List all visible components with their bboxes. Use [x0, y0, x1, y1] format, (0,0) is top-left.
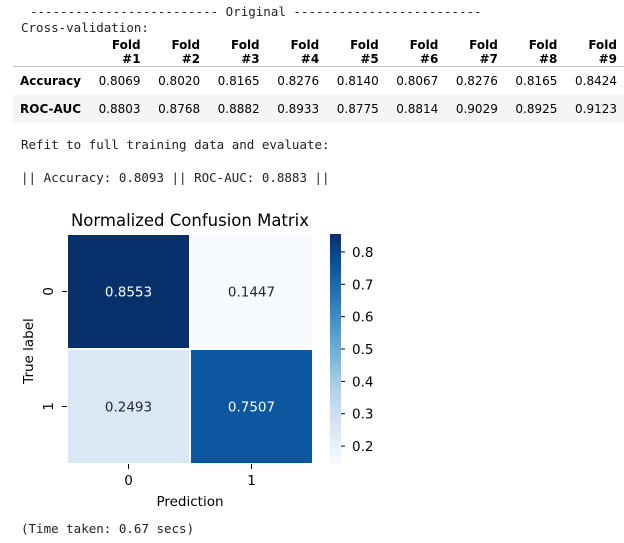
table-cell: 0.8020 — [158, 74, 201, 88]
table-cell: 0.8925 — [515, 102, 558, 116]
colorbar: 0.2 0.3 0.4 0.5 0.6 0.7 0.8 — [330, 234, 373, 464]
table-cell: 0.8165 — [217, 74, 260, 88]
x-tick-label: 1 — [247, 473, 256, 489]
colorbar-tick-label: 0.7 — [352, 277, 373, 293]
column-header: Fold #3 — [207, 38, 267, 67]
refit-label: Refit to full training data and evaluate… — [21, 137, 330, 152]
table-row-roc-auc: ROC-AUC 0.8803 0.8768 0.8882 0.8933 0.87… — [13, 95, 624, 123]
heatmap-cell-label: 0.8553 — [105, 285, 152, 301]
table-cell: 0.9123 — [575, 102, 617, 116]
table-cell: 0.8067 — [396, 74, 439, 88]
column-header: Fold #6 — [385, 38, 446, 67]
table-cell: 0.8775 — [336, 102, 379, 116]
column-header: Fold #8 — [504, 38, 565, 67]
heatmap-cell-label: 0.7507 — [228, 400, 275, 416]
table-cell: 0.9029 — [455, 102, 498, 116]
colorbar-tick-label: 0.5 — [352, 342, 373, 358]
heatmap-cell — [66, 348, 191, 465]
y-tick-label: 0 — [41, 287, 57, 296]
table-cell: 0.8276 — [277, 74, 320, 88]
colorbar-tick-label: 0.8 — [352, 245, 373, 261]
table-cell: 0.8276 — [455, 74, 498, 88]
column-header: Fold #1 — [88, 38, 148, 67]
cross-validation-table: Fold #1 Fold #2 Fold #3 Fold #4 Fold #5 … — [13, 38, 624, 123]
table-cell: 0.8814 — [396, 102, 439, 116]
cross-validation-label: Cross-validation: — [21, 20, 149, 35]
column-header: Fold #2 — [147, 38, 208, 67]
heatmap-cell — [189, 348, 314, 465]
column-header: Fold #5 — [326, 38, 386, 67]
table-cell: 0.8933 — [277, 102, 320, 116]
confusion-matrix-chart: Normalized Confusion Matrix 0.8553 0.1447… — [21, 211, 373, 510]
table-cell: 0.8882 — [217, 102, 260, 116]
table-header-row: Fold #1 Fold #2 Fold #3 Fold #4 Fold #5 … — [13, 38, 624, 67]
table-cell: 0.8803 — [98, 102, 141, 116]
x-axis-label: Prediction — [156, 494, 223, 510]
chart-title: Normalized Confusion Matrix — [71, 211, 309, 230]
table-cell: 0.8424 — [575, 74, 617, 88]
heatmap-cell — [189, 233, 314, 350]
heatmap-ticks: 0 1 0 1 — [41, 287, 256, 489]
metrics-summary: || Accuracy: 0.8093 || ROC-AUC: 0.8883 |… — [21, 170, 330, 185]
table-row-accuracy: Accuracy 0.8069 0.8020 0.8165 0.8276 0.8… — [13, 66, 624, 95]
heatmap-cell — [66, 233, 191, 350]
heatmap-cell-label: 0.2493 — [105, 400, 152, 416]
table-cell: 0.8069 — [98, 74, 141, 88]
table-cell: 0.8768 — [158, 102, 201, 116]
y-axis-label: True label — [21, 318, 37, 385]
row-header: Accuracy — [20, 74, 82, 88]
y-tick-label: 1 — [41, 402, 57, 411]
original-header: ------------------------- Original -----… — [30, 4, 482, 19]
row-header: ROC-AUC — [20, 102, 82, 116]
colorbar-tick-label: 0.2 — [352, 439, 373, 455]
column-header: Fold #9 — [564, 38, 624, 67]
table-cell: 0.8140 — [336, 74, 379, 88]
colorbar-gradient — [330, 234, 341, 464]
column-header: Fold #4 — [266, 38, 327, 67]
colorbar-tick-label: 0.4 — [352, 374, 373, 390]
table-cell: 0.8165 — [515, 74, 558, 88]
heatmap-cells: 0.8553 0.1447 0.2493 0.7507 — [66, 233, 314, 465]
colorbar-tick-label: 0.6 — [352, 310, 373, 326]
column-header: Fold #7 — [445, 38, 505, 67]
colorbar-tick-label: 0.3 — [352, 407, 373, 423]
x-tick-label: 0 — [124, 473, 133, 489]
table-corner — [13, 38, 89, 67]
time-taken: (Time taken: 0.67 secs) — [21, 521, 195, 536]
heatmap-cell-label: 0.1447 — [228, 285, 275, 301]
